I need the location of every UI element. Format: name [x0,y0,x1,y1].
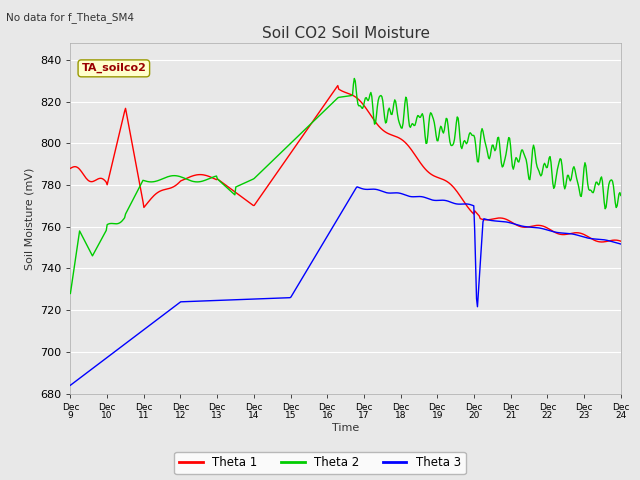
Text: No data for f_Theta_SM4: No data for f_Theta_SM4 [6,12,134,23]
Text: TA_soilco2: TA_soilco2 [81,63,147,73]
Legend: Theta 1, Theta 2, Theta 3: Theta 1, Theta 2, Theta 3 [174,452,466,474]
Title: Soil CO2 Soil Moisture: Soil CO2 Soil Moisture [262,25,429,41]
X-axis label: Time: Time [332,423,359,432]
Y-axis label: Soil Moisture (mV): Soil Moisture (mV) [24,167,35,270]
